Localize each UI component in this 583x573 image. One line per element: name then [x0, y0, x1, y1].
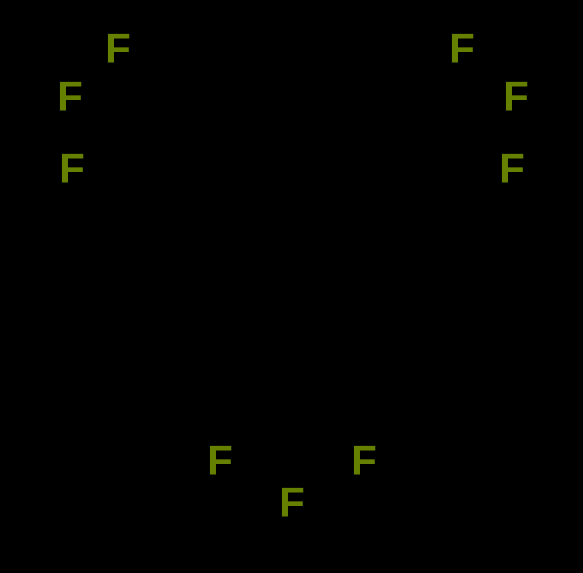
CF3_left-f1-label: F — [57, 73, 83, 120]
CF3_right-f1-bond — [410, 94, 488, 95]
CF3_right-f1-label: F — [503, 73, 529, 120]
CF3_left-f2-label: F — [59, 145, 85, 192]
CF3_left-f1-bond — [98, 94, 175, 95]
CF3_right-f2-label: F — [499, 145, 525, 192]
CF3_right-f0-label: F — [449, 25, 475, 72]
CF3_left-f0-label: F — [105, 25, 131, 72]
CF3_bottom-f2-label: F — [351, 437, 377, 484]
CF3_bottom-f1-bond — [291, 426, 292, 474]
CF3_bottom-f1-label: F — [279, 479, 305, 526]
CF3_bottom-f0-label: F — [207, 437, 233, 484]
